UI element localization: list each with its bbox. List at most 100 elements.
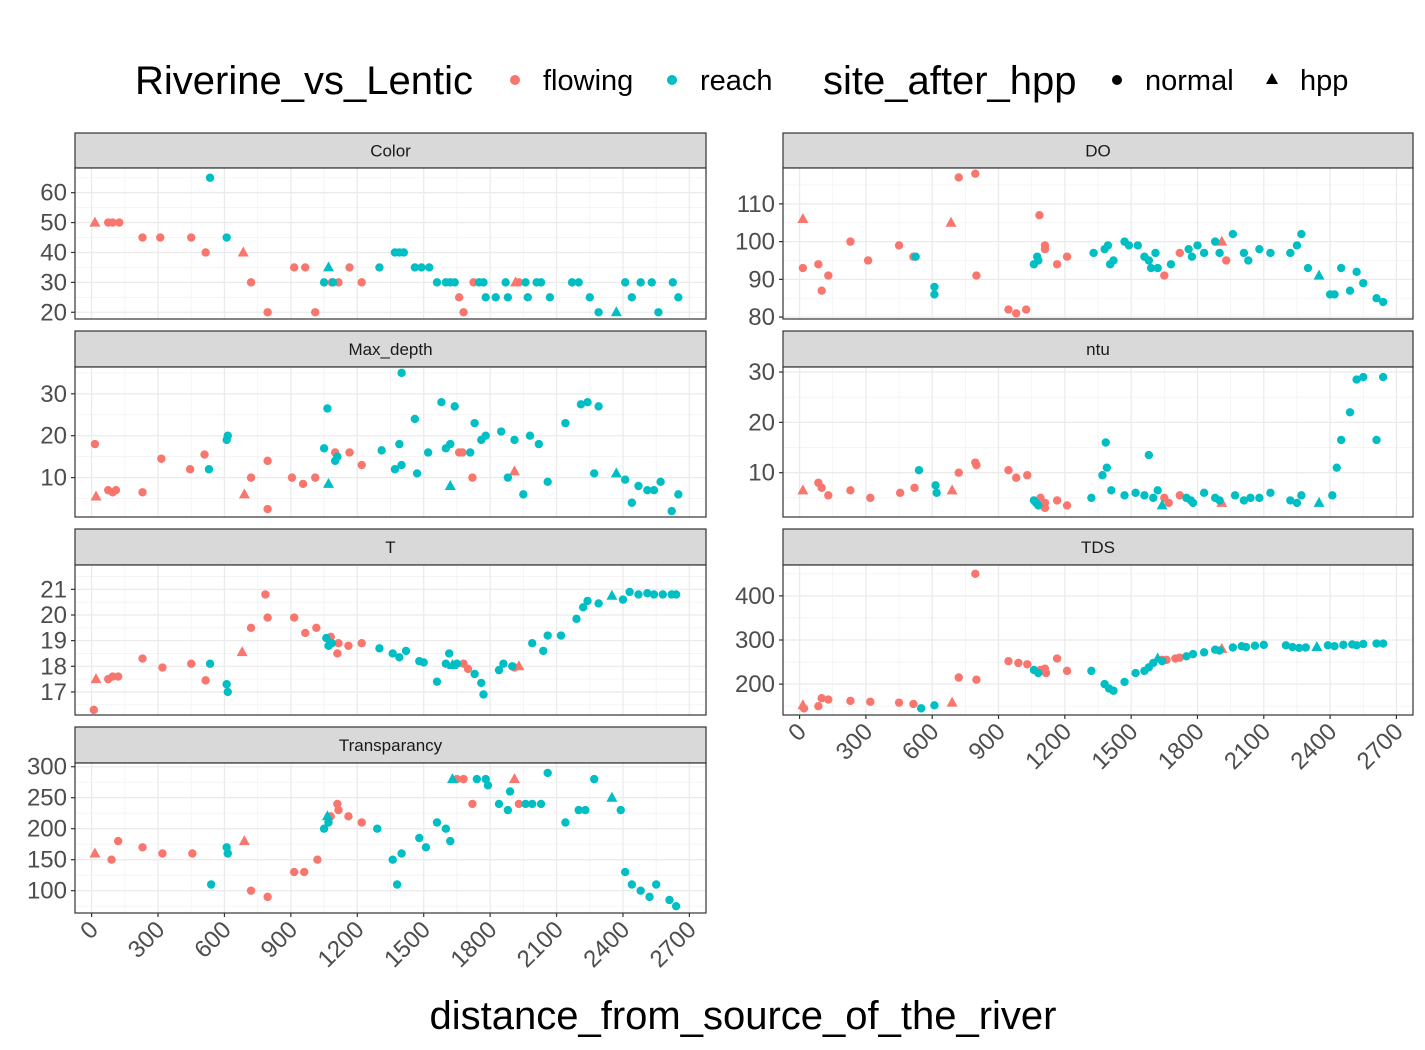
y-tick-label: 100: [735, 229, 775, 256]
y-tick-label: 40: [40, 239, 67, 266]
point-flowing-normal: [357, 460, 366, 470]
point-reach-normal: [1378, 372, 1388, 382]
point-reach-normal: [1131, 488, 1140, 498]
point-reach-hpp: [444, 479, 456, 490]
point-reach-normal: [375, 644, 384, 653]
point-reach-normal: [1241, 642, 1251, 652]
point-reach-normal: [1339, 640, 1348, 650]
point-reach-normal: [521, 278, 530, 287]
point-reach-normal: [1109, 256, 1118, 265]
y-tick-label: 17: [40, 679, 67, 706]
point-reach-normal: [1102, 463, 1112, 472]
y-tick-label: 400: [735, 583, 775, 610]
plot-content-ntu: [783, 367, 1413, 517]
point-flowing-normal: [90, 439, 100, 449]
point-flowing-hpp: [945, 216, 957, 227]
panel-max-depth: Max_depth 10 20 30: [40, 330, 707, 518]
point-reach-normal: [397, 849, 406, 858]
point-reach-normal: [388, 649, 397, 658]
point-reach-normal: [1332, 463, 1341, 472]
point-flowing-normal: [357, 639, 366, 648]
point-flowing-normal: [1175, 491, 1184, 500]
point-flowing-normal: [201, 676, 210, 685]
point-reach-normal: [525, 431, 535, 440]
point-flowing-normal: [846, 237, 855, 246]
point-flowing-normal: [1041, 668, 1051, 678]
point-reach-normal: [1286, 248, 1295, 258]
strip-transparancy: [74, 726, 707, 764]
y-tick-label: 30: [40, 269, 67, 296]
point-reach-normal: [527, 639, 537, 648]
point-reach-normal: [1124, 241, 1134, 250]
point-flowing-normal: [817, 286, 826, 295]
point-reach-normal: [671, 901, 681, 911]
point-reach-normal: [556, 631, 566, 640]
point-reach-normal: [412, 469, 422, 478]
point-reach-normal: [671, 590, 681, 599]
point-flowing-normal: [454, 293, 464, 302]
point-flowing-normal: [301, 263, 310, 272]
legend: Riverine_vs_Lentic flowing reach site_af…: [135, 59, 1348, 103]
point-reach-normal: [388, 855, 397, 864]
point-flowing-normal: [263, 308, 272, 317]
point-flowing-normal: [188, 849, 197, 858]
point-reach-normal: [472, 774, 482, 784]
legend-normal-label: normal: [1145, 65, 1234, 97]
point-flowing-normal: [1040, 498, 1050, 508]
point-reach-normal: [1288, 642, 1297, 652]
point-reach-normal: [931, 481, 940, 490]
point-flowing-normal: [89, 705, 99, 715]
point-flowing-normal: [866, 493, 875, 503]
panel-ntu: ntu 10 20 30: [748, 330, 1414, 518]
point-reach-normal: [419, 658, 428, 667]
point-reach-normal: [390, 465, 400, 474]
y-tick-label: 10: [40, 465, 67, 492]
strip-label-do: DO: [1085, 142, 1111, 161]
plot-content-color: [75, 168, 706, 319]
point-reach-normal: [470, 418, 479, 428]
point-reach-normal: [1131, 668, 1140, 678]
point-flowing-normal: [846, 486, 855, 495]
point-reach-normal: [674, 293, 683, 302]
point-reach-normal: [432, 818, 442, 827]
y-tick-label: 200: [735, 671, 775, 698]
point-reach-normal: [399, 248, 408, 257]
point-reach-normal: [205, 173, 215, 182]
point-flowing-normal: [138, 233, 147, 242]
point-reach-normal: [627, 880, 637, 889]
point-reach-normal: [620, 475, 630, 484]
point-flowing-normal: [108, 218, 117, 227]
y-tick-label: 250: [27, 785, 67, 812]
point-reach-normal: [1187, 252, 1197, 261]
point-reach-normal: [1250, 641, 1260, 650]
point-reach-normal: [618, 595, 628, 604]
point-reach-normal: [503, 293, 513, 302]
point-reach-normal: [1228, 229, 1238, 239]
legend-hpp-label: hpp: [1300, 65, 1348, 97]
point-reach-hpp: [323, 261, 335, 272]
point-flowing-normal: [824, 695, 833, 704]
point-flowing-normal: [1052, 260, 1062, 269]
point-flowing-normal: [158, 663, 167, 672]
point-flowing-normal: [113, 672, 123, 681]
strip-max-depth: [74, 330, 707, 368]
point-flowing-normal: [459, 774, 468, 784]
point-flowing-hpp: [90, 673, 102, 684]
y-tick-label: 20: [748, 409, 775, 436]
point-flowing-normal: [814, 260, 823, 269]
point-flowing-normal: [468, 473, 477, 482]
point-reach-normal: [1120, 491, 1129, 500]
legend-hpp-key: [1266, 73, 1278, 84]
point-reach-normal: [1330, 641, 1339, 651]
point-reach-normal: [543, 631, 552, 640]
point-reach-normal: [1297, 491, 1306, 500]
point-reach-normal: [410, 414, 420, 424]
point-flowing-normal: [972, 460, 981, 470]
point-reach-normal: [649, 485, 659, 495]
point-reach-normal: [375, 263, 384, 272]
point-flowing-normal: [846, 696, 855, 706]
point-reach-normal: [322, 633, 331, 643]
point-reach-normal: [1215, 646, 1224, 655]
point-reach-normal: [930, 282, 939, 292]
